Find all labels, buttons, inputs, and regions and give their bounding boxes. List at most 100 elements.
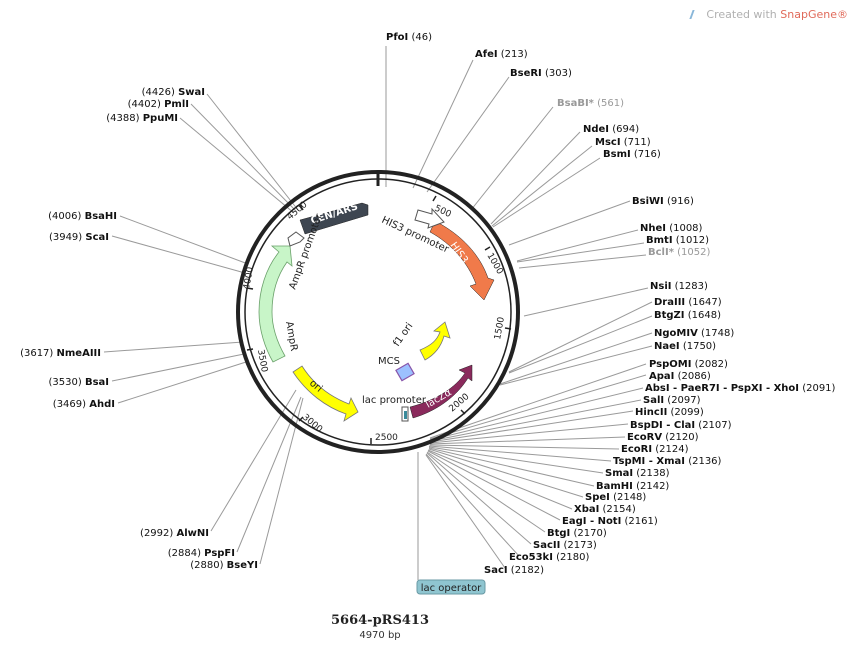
lac-operator-badge[interactable]: lac operator (416, 579, 486, 595)
feature-lacz-alpha[interactable]: lacZα (409, 364, 473, 419)
site-sali[interactable]: SalI (2097) (643, 395, 701, 406)
site-labels-left: (2992) AlwNI (2884) PspFI (2880) BseYI (… (20, 87, 258, 571)
leader-ahdi (117, 361, 247, 404)
site-nsii[interactable]: NsiI (1283) (650, 281, 708, 292)
leader-ecori (429, 444, 620, 450)
feature-ampr-promoter-arrow[interactable] (287, 231, 305, 247)
feature-f1-ori-label: f1 ori (391, 321, 415, 349)
leader-pspomi (429, 363, 647, 439)
site-ppumi[interactable]: (4388) PpuMI (106, 113, 178, 124)
site-pfoi[interactable]: PfoI (46) (386, 32, 432, 43)
site-pspomi[interactable]: PspOMI (2082) (649, 359, 728, 370)
site-bamhi[interactable]: BamHI (2142) (596, 481, 669, 492)
site-alwni[interactable]: (2992) AlwNI (140, 528, 209, 539)
site-bsai[interactable]: (3530) BsaI (49, 377, 110, 388)
site-leader-lines (103, 46, 653, 580)
leader-nhei (516, 229, 639, 262)
site-bsabi[interactable]: BsaBI* (561) (557, 98, 624, 109)
leader-alwni (210, 389, 297, 532)
feature-his3-promoter-arrow[interactable] (414, 207, 445, 229)
leader-spei (428, 448, 584, 498)
site-bmti[interactable]: BmtI (1012) (646, 235, 709, 246)
site-bcli[interactable]: BclI* (1052) (648, 247, 710, 258)
feature-ori[interactable]: ori (292, 365, 359, 422)
leader-sacii (426, 452, 532, 545)
site-swai[interactable]: (4426) SwaI (142, 87, 205, 98)
site-pmli[interactable]: (4402) PmlI (128, 99, 189, 110)
site-ndei[interactable]: NdeI (694) (583, 124, 639, 135)
leader-afei (412, 59, 474, 189)
leader-bsmi (492, 157, 601, 228)
site-bseri[interactable]: BseRI (303) (510, 68, 572, 79)
site-btgi[interactable]: BtgI (2170) (547, 528, 607, 539)
mcs-label: MCS (378, 356, 400, 367)
site-spei[interactable]: SpeI (2148) (585, 492, 646, 503)
leader-sali (429, 399, 642, 442)
site-apai[interactable]: ApaI (2086) (649, 371, 711, 382)
leader-swai (206, 93, 299, 211)
site-naei[interactable]: NaeI (1750) (654, 341, 716, 352)
site-xbai[interactable]: XbaI (2154) (574, 504, 636, 515)
leader-absi (429, 387, 644, 441)
site-nhei[interactable]: NheI (1008) (640, 223, 703, 234)
watermark-brand: SnapGene® (780, 8, 848, 21)
site-absi[interactable]: AbsI - PaeR7I - PspXI - XhoI (2091) (645, 383, 836, 394)
site-draiii[interactable]: DraIII (1647) (654, 297, 722, 308)
site-bsahi[interactable]: (4006) BsaHI (48, 211, 117, 222)
site-bsiwi[interactable]: BsiWI (916) (632, 196, 694, 207)
leader-bmti (516, 242, 645, 263)
site-smai[interactable]: SmaI (2138) (605, 468, 670, 479)
leader-eco53ki (425, 453, 520, 557)
leader-btgzi (508, 315, 653, 374)
leader-bsai (111, 353, 245, 382)
leader-tspmi (428, 445, 612, 462)
site-labels-right: PfoI (46) AfeI (213) BseRI (303) BsaBI* … (386, 32, 836, 576)
site-bseyi[interactable]: (2880) BseYI (190, 560, 258, 571)
site-ahdi[interactable]: (3469) AhdI (53, 399, 115, 410)
leader-bsiwi (508, 200, 631, 246)
tick-marks (246, 195, 512, 444)
leader-bcli (518, 254, 647, 269)
snapgene-watermark: Created with SnapGene® (689, 8, 848, 21)
leader-ecorv (429, 436, 626, 445)
site-pspfi[interactable]: (2884) PspFI (168, 548, 235, 559)
site-tspmi[interactable]: TspMI - XmaI (2136) (613, 456, 722, 467)
leader-pmli (190, 103, 297, 212)
site-bspdi[interactable]: BspDI - ClaI (2107) (630, 420, 732, 431)
site-bsmi[interactable]: BsmI (716) (603, 149, 661, 160)
leader-nsii (523, 287, 649, 317)
site-hincii[interactable]: HincII (2099) (635, 407, 704, 418)
leader-apai (429, 374, 647, 440)
site-ecorv[interactable]: EcoRV (2120) (627, 432, 699, 443)
lac-promoter-label: lac promoter (362, 395, 427, 406)
snapgene-logo-icon (689, 10, 705, 19)
site-scai[interactable]: (3949) ScaI (49, 232, 109, 243)
watermark-prefix: Created with (706, 8, 777, 21)
site-eco53ki[interactable]: Eco53kI (2180) (509, 552, 589, 563)
site-btgzi[interactable]: BtgZI (1648) (654, 310, 721, 321)
site-eagi[interactable]: EagI - NotI (2161) (562, 516, 658, 527)
site-saci[interactable]: SacI (2182) (484, 565, 544, 576)
feature-lac-promoter-arrow[interactable] (401, 406, 409, 422)
feature-ampr[interactable]: AmpR (258, 245, 299, 363)
tick-4000: 4000 (242, 266, 256, 291)
tick-2500: 2500 (375, 433, 398, 443)
leader-ppumi (179, 117, 295, 214)
site-sacii[interactable]: SacII (2173) (533, 540, 597, 551)
site-ngomiv[interactable]: NgoMIV (1748) (654, 328, 734, 339)
leader-ngomiv (499, 332, 653, 385)
tick-1500: 1500 (493, 316, 507, 341)
site-ecori[interactable]: EcoRI (2124) (621, 444, 689, 455)
leader-bamhi (428, 447, 595, 487)
site-afei[interactable]: AfeI (213) (475, 49, 528, 60)
site-msci[interactable]: MscI (711) (595, 137, 651, 148)
feature-f1-ori[interactable]: f1 ori (391, 321, 451, 361)
site-nmeaiii[interactable]: (3617) NmeAIII (20, 348, 101, 359)
leader-saci (425, 454, 506, 569)
tick-3500: 3500 (255, 349, 269, 374)
tick-labels: 500 1000 1500 2000 2500 3000 3500 4000 4… (242, 200, 507, 443)
feature-ampr-label: AmpR (283, 321, 299, 352)
leader-bseri (426, 76, 510, 193)
feature-mcs[interactable] (395, 362, 415, 382)
